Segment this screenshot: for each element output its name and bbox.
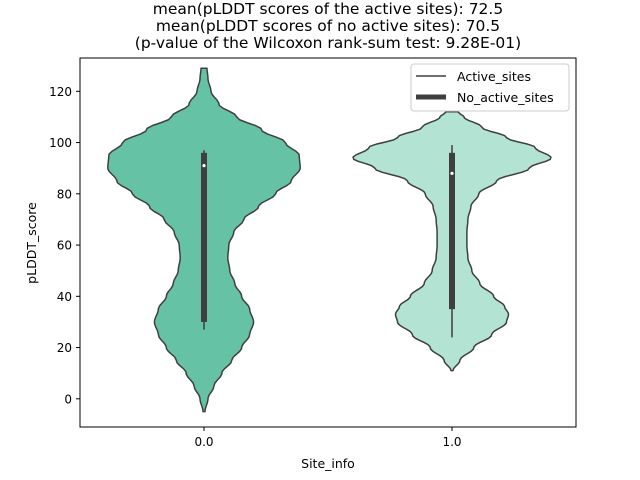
x-axis-label: Site_info <box>301 456 355 471</box>
y-tick-label: 100 <box>49 136 72 150</box>
y-tick-label: 20 <box>57 341 72 355</box>
legend-label-no-active-sites: No_active_sites <box>457 90 554 105</box>
y-tick-label: 0 <box>64 392 72 406</box>
violin-median-point-1.0 <box>450 171 454 175</box>
legend: Active_sites No_active_sites <box>410 63 570 112</box>
y-axis-label: pLDDT_score <box>24 202 39 284</box>
violin-iqr-box-1.0 <box>449 152 455 310</box>
plot-area <box>80 58 576 427</box>
chart-title-line-1: mean(pLDDT scores of the active sites): … <box>153 0 503 18</box>
y-tick-label: 60 <box>57 239 72 253</box>
violins-layer <box>107 67 552 413</box>
legend-label-active-sites: Active_sites <box>457 69 531 84</box>
plot-frame <box>79 57 577 428</box>
x-tick-label: 0.0 <box>194 435 213 449</box>
violin-iqr-box-0.0 <box>201 152 207 322</box>
chart-title-line-2: mean(pLDDT scores of no active sites): 7… <box>156 17 500 35</box>
legend-box <box>410 63 570 112</box>
y-axis: 0 20 40 60 80 100 120 <box>49 85 80 406</box>
y-tick-label: 120 <box>49 85 72 99</box>
chart-title-line-3: (p-value of the Wilcoxon rank-sum test: … <box>135 34 521 52</box>
violin-median-point-0.0 <box>202 164 206 168</box>
x-axis: 0.0 1.0 <box>194 427 462 449</box>
y-tick-label: 40 <box>57 290 72 304</box>
y-tick-label: 80 <box>57 187 72 201</box>
x-tick-label: 1.0 <box>442 435 461 449</box>
